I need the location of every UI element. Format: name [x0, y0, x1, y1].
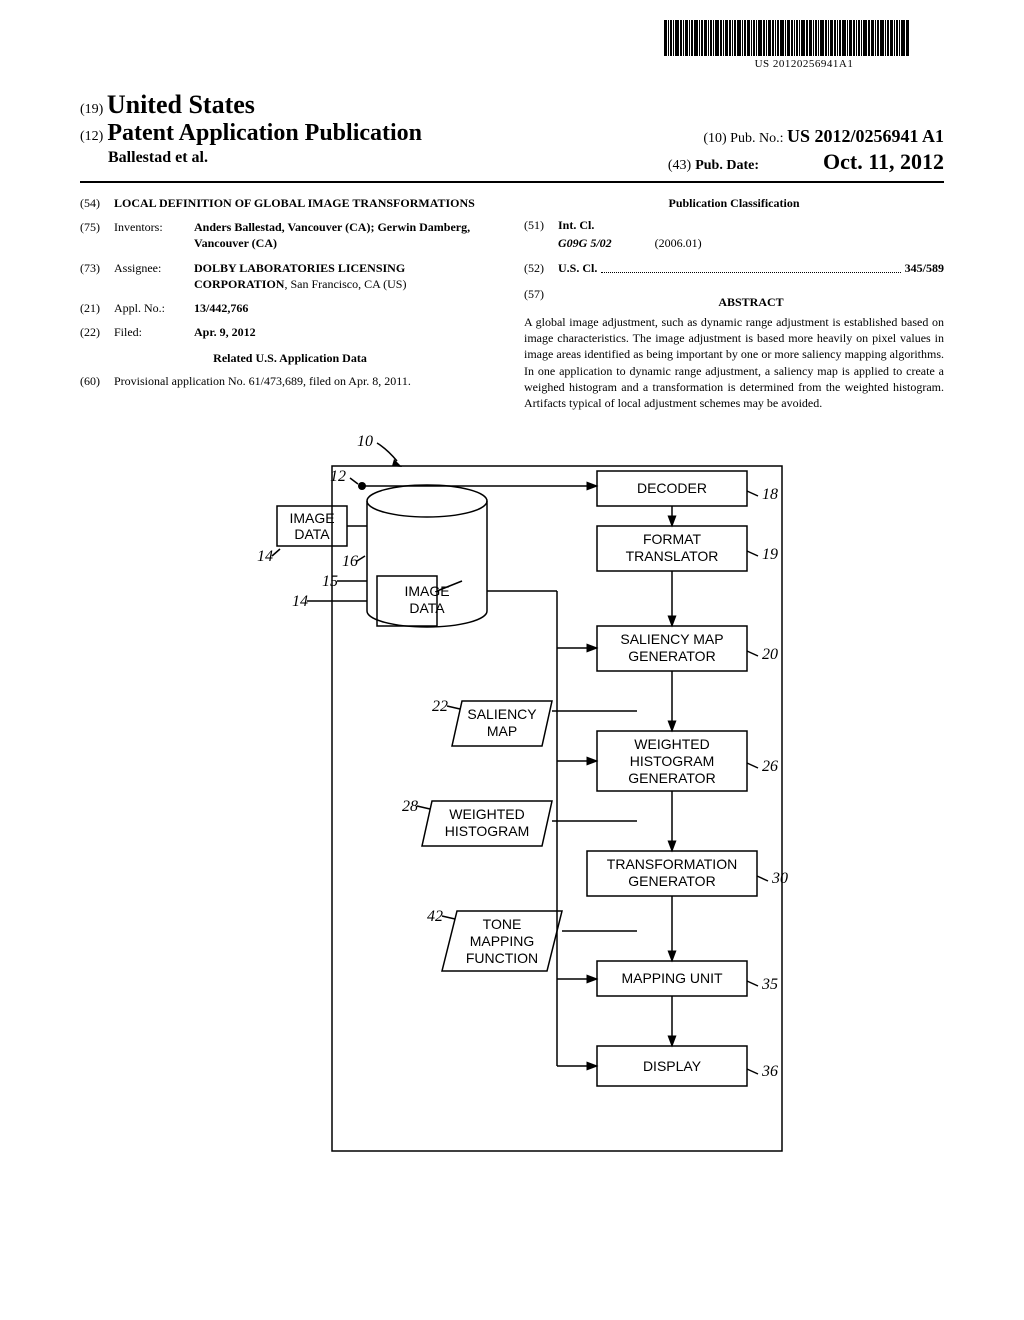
barcode-text: US 20120256941A1: [664, 58, 944, 70]
pub-num-label: Pub. No.:: [730, 131, 783, 146]
title-num: (54): [80, 195, 114, 211]
header-rule: [80, 181, 944, 183]
svg-text:HISTOGRAM: HISTOGRAM: [445, 823, 530, 839]
svg-text:MAPPING: MAPPING: [470, 933, 535, 949]
left-column: (54) LOCAL DEFINITION OF GLOBAL IMAGE TR…: [80, 195, 500, 411]
svg-text:30: 30: [771, 870, 788, 887]
svg-text:HISTOGRAM: HISTOGRAM: [630, 753, 715, 769]
uscl-num: (52): [524, 260, 558, 276]
svg-text:IMAGE: IMAGE: [289, 510, 334, 526]
inventors-label: Inventors:: [114, 219, 194, 251]
svg-text:35: 35: [761, 976, 778, 993]
svg-text:42: 42: [427, 908, 443, 925]
assignee-num: (73): [80, 260, 114, 292]
pub-date: Oct. 11, 2012: [823, 149, 944, 174]
svg-text:GENERATOR: GENERATOR: [628, 770, 715, 786]
svg-text:DATA: DATA: [294, 526, 330, 542]
pub-date-prefix: (43): [668, 158, 691, 173]
pub-date-label: Pub. Date:: [695, 158, 759, 173]
svg-text:10: 10: [357, 433, 373, 450]
uscl-dotted-leader: [601, 272, 900, 273]
filed-label: Filed:: [114, 324, 194, 340]
pub-num-prefix: (10): [703, 131, 726, 146]
inventors-value: Anders Ballestad, Vancouver (CA); Gerwin…: [194, 219, 500, 251]
barcode-region: US 20120256941A1: [664, 20, 944, 70]
filed-value: Apr. 9, 2012: [194, 324, 500, 340]
abstract-heading: ABSTRACT: [558, 294, 944, 310]
svg-text:28: 28: [402, 798, 418, 815]
country-prefix: (19): [80, 102, 103, 117]
svg-text:26: 26: [762, 758, 778, 775]
assignee-label: Assignee:: [114, 260, 194, 292]
svg-text:14: 14: [257, 548, 273, 565]
inventors-num: (75): [80, 219, 114, 251]
svg-text:TONE: TONE: [483, 916, 522, 932]
provisional-value: Provisional application No. 61/473,689, …: [114, 373, 500, 389]
svg-text:16: 16: [342, 553, 358, 570]
pub-type: Patent Application Publication: [107, 120, 422, 146]
svg-text:WEIGHTED: WEIGHTED: [449, 806, 524, 822]
svg-text:TRANSFORMATION: TRANSFORMATION: [607, 856, 737, 872]
related-heading: Related U.S. Application Data: [80, 350, 500, 366]
assignee-value: DOLBY LABORATORIES LICENSING CORPORATION…: [194, 260, 500, 292]
svg-text:DECODER: DECODER: [637, 480, 707, 496]
pub-type-prefix: (12): [80, 129, 103, 144]
svg-text:DISPLAY: DISPLAY: [643, 1058, 702, 1074]
flowchart-diagram: 10 12 IMAGE DATA 14 16 15 14 IMAGE DATA …: [202, 431, 822, 1191]
intcl-num: (51): [524, 217, 558, 233]
svg-text:20: 20: [762, 646, 778, 663]
classification-heading: Publication Classification: [524, 195, 944, 211]
svg-text:GENERATOR: GENERATOR: [628, 873, 715, 889]
intcl-code: G09G 5/02: [558, 236, 612, 250]
svg-text:DATA: DATA: [409, 600, 445, 616]
invention-title: LOCAL DEFINITION OF GLOBAL IMAGE TRANSFO…: [114, 195, 500, 211]
applno-num: (21): [80, 300, 114, 316]
svg-text:SALIENCY: SALIENCY: [467, 706, 537, 722]
intcl-label: Int. Cl.: [558, 218, 594, 232]
svg-text:SALIENCY MAP: SALIENCY MAP: [620, 631, 723, 647]
author: Ballestad et al.: [80, 149, 208, 175]
applno-value: 13/442,766: [194, 300, 500, 316]
svg-text:IMAGE: IMAGE: [404, 583, 449, 599]
svg-text:18: 18: [762, 486, 778, 503]
intcl-date: (2006.01): [655, 236, 702, 250]
provisional-num: (60): [80, 373, 114, 389]
svg-text:FORMAT: FORMAT: [643, 531, 702, 547]
diagram-container: 10 12 IMAGE DATA 14 16 15 14 IMAGE DATA …: [80, 431, 944, 1191]
country-name: United States: [107, 90, 255, 119]
filed-num: (22): [80, 324, 114, 340]
svg-text:WEIGHTED: WEIGHTED: [634, 736, 709, 752]
svg-text:MAPPING UNIT: MAPPING UNIT: [621, 970, 723, 986]
uscl-label: U.S. Cl.: [558, 261, 597, 275]
svg-text:FUNCTION: FUNCTION: [466, 950, 538, 966]
uscl-value: 345/589: [905, 261, 944, 275]
svg-text:22: 22: [432, 698, 448, 715]
svg-text:36: 36: [761, 1063, 778, 1080]
applno-label: Appl. No.:: [114, 300, 194, 316]
svg-text:MAP: MAP: [487, 723, 517, 739]
bibliographic-section: (54) LOCAL DEFINITION OF GLOBAL IMAGE TR…: [80, 195, 944, 411]
svg-text:TRANSLATOR: TRANSLATOR: [626, 548, 719, 564]
svg-text:19: 19: [762, 546, 778, 563]
right-column: Publication Classification (51) Int. Cl.…: [524, 195, 944, 411]
svg-text:GENERATOR: GENERATOR: [628, 648, 715, 664]
svg-text:14: 14: [292, 593, 308, 610]
header: (19) United States (12) Patent Applicati…: [80, 90, 944, 175]
barcode: [664, 20, 944, 56]
svg-text:15: 15: [322, 573, 338, 590]
abstract-text: A global image adjustment, such as dynam…: [524, 314, 944, 411]
abstract-num: (57): [524, 286, 558, 314]
pub-num: US 2012/0256941 A1: [787, 126, 944, 146]
